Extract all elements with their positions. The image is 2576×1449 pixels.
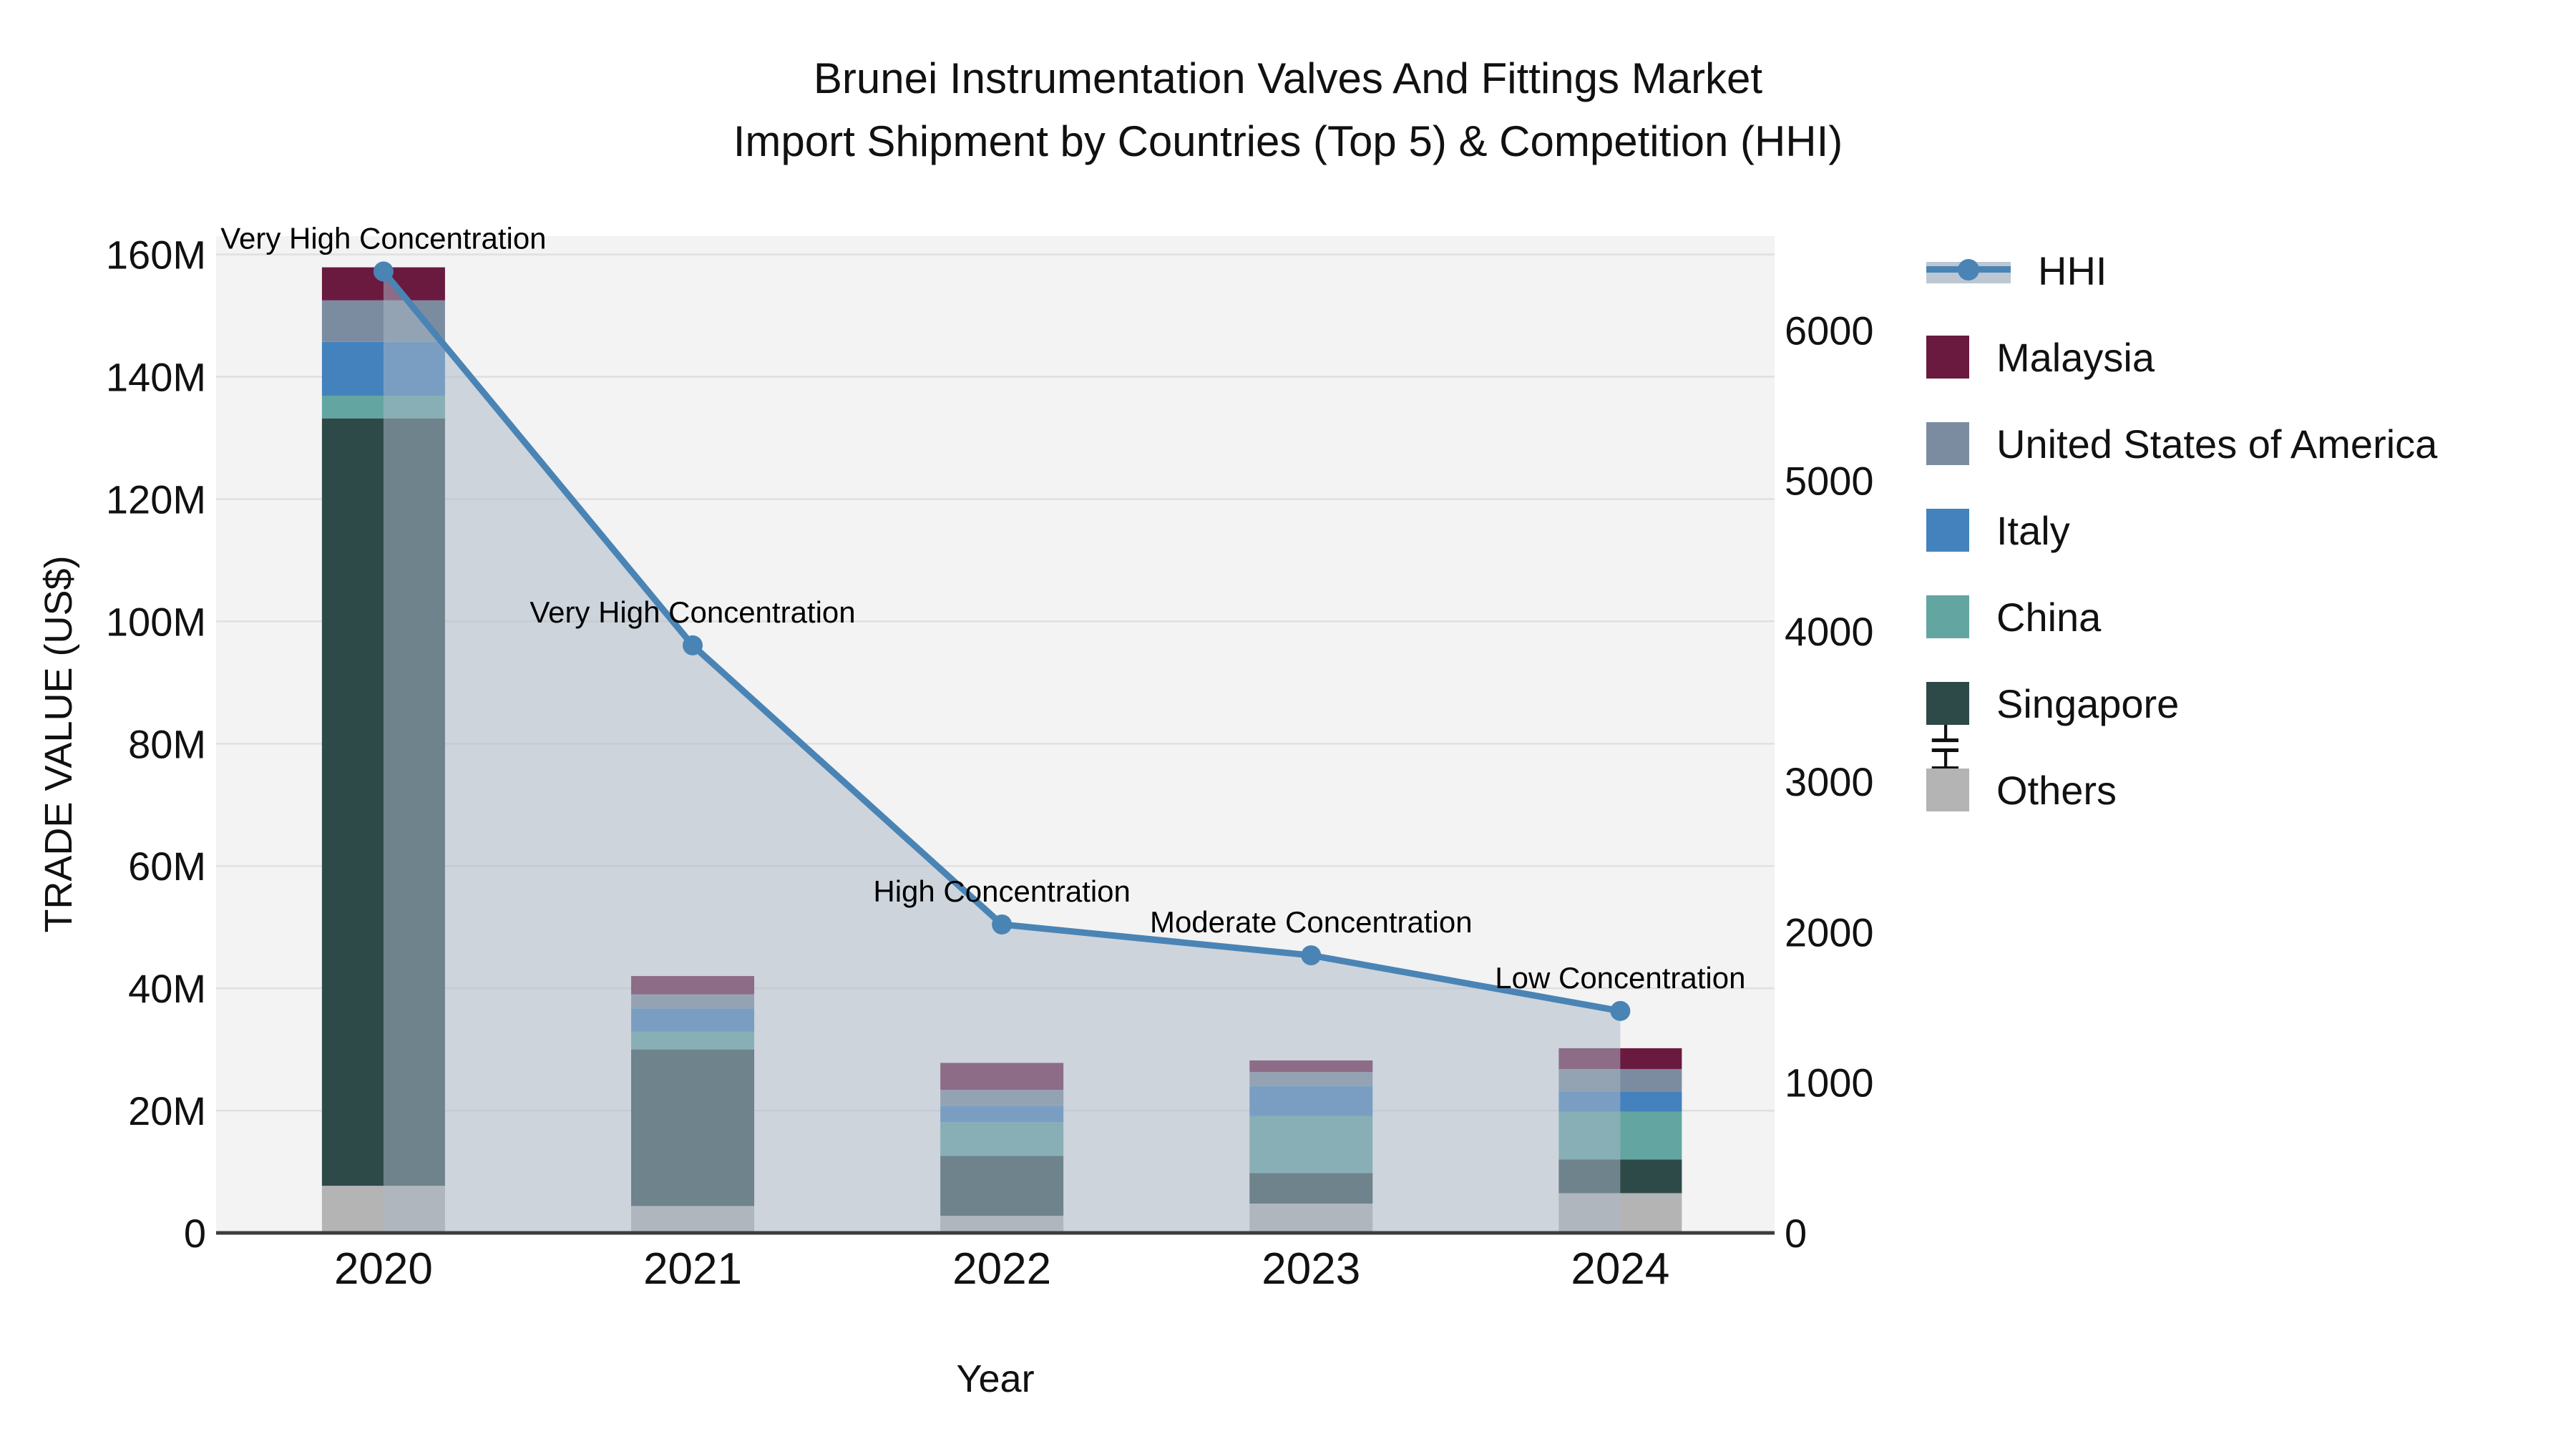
left-tick-100M: 100M: [106, 599, 206, 644]
annotation-2023: Moderate Concentration: [1150, 905, 1473, 939]
legend-item-italy: Italy: [1926, 507, 2437, 553]
x-tick-2023: 2023: [1262, 1244, 1360, 1294]
legend-label: Italy: [1996, 507, 2070, 553]
annotation-2020: Very High Concentration: [220, 221, 546, 255]
legend-item-malaysia: Malaysia: [1926, 334, 2437, 380]
left-tick-60M: 60M: [128, 844, 206, 889]
hhi-marker-2022: [992, 914, 1013, 935]
right-tick-5000: 5000: [1785, 459, 1874, 504]
legend-swatch-icon: [1926, 769, 1969, 811]
legend-label: China: [1996, 594, 2102, 640]
right-tick-6000: 6000: [1785, 308, 1874, 353]
hhi-line-icon: [1926, 249, 2011, 292]
chart-title-line1: Brunei Instrumentation Valves And Fittin…: [813, 54, 1763, 102]
x-tick-2024: 2024: [1571, 1244, 1669, 1294]
legend-item-hhi: HHI: [1926, 248, 2437, 293]
left-tick-80M: 80M: [128, 721, 206, 766]
annotation-2021: Very High Concentration: [530, 595, 855, 629]
legend-label: Singapore: [1996, 680, 2180, 726]
left-tick-20M: 20M: [128, 1088, 206, 1133]
legend-swatch-icon: [1926, 509, 1969, 552]
legend-item-united-states-of-america: United States of America: [1926, 421, 2438, 467]
legend-swatch-icon: [1926, 336, 1969, 379]
legend-swatch-icon: [1926, 682, 1969, 725]
hhi-marker-2024: [1610, 1000, 1631, 1021]
x-tick-2021: 2021: [643, 1244, 742, 1294]
chart-title-line2: Import Shipment by Countries (Top 5) & C…: [733, 117, 1843, 165]
right-tick-4000: 4000: [1785, 609, 1874, 654]
hhi-marker-2021: [683, 635, 703, 655]
legend-label: Malaysia: [1996, 334, 2155, 380]
legend-item-singapore: Singapore: [1926, 680, 2437, 726]
left-tick-0: 0: [184, 1211, 206, 1256]
x-tick-2020: 2020: [334, 1244, 433, 1294]
legend-label: Others: [1996, 767, 2117, 813]
x-axis-label: Year: [956, 1357, 1034, 1400]
right-tick-3000: 3000: [1785, 759, 1874, 804]
annotation-2022: High Concentration: [873, 874, 1131, 908]
legend-label: United States of America: [1996, 421, 2438, 467]
right-tick-0: 0: [1785, 1211, 1807, 1256]
right-tick-1000: 1000: [1785, 1060, 1874, 1106]
hhi-marker-2020: [373, 261, 394, 282]
left-tick-160M: 160M: [106, 233, 206, 278]
hhi-marker-2023: [1301, 945, 1322, 966]
legend-item-china: China: [1926, 594, 2437, 640]
left-tick-40M: 40M: [128, 966, 206, 1011]
y-axis-left-label: TRADE VALUE (US$): [37, 555, 80, 932]
annotation-2024: Low Concentration: [1495, 961, 1745, 995]
legend-label: HHI: [2038, 248, 2107, 293]
legend-item-others: Others: [1926, 767, 2437, 813]
x-tick-2022: 2022: [952, 1244, 1051, 1294]
chart-title: Brunei Instrumentation Valves And Fittin…: [0, 47, 2576, 173]
legend-swatch-icon: [1926, 595, 1969, 638]
left-tick-140M: 140M: [106, 355, 206, 400]
legend-swatch-icon: [1926, 422, 1969, 465]
right-tick-2000: 2000: [1785, 909, 1874, 955]
hhi-area-fill: [383, 271, 1621, 1233]
legend: HHI Malaysia United States of America Italy…: [1926, 248, 2438, 855]
left-tick-120M: 120M: [106, 477, 206, 522]
